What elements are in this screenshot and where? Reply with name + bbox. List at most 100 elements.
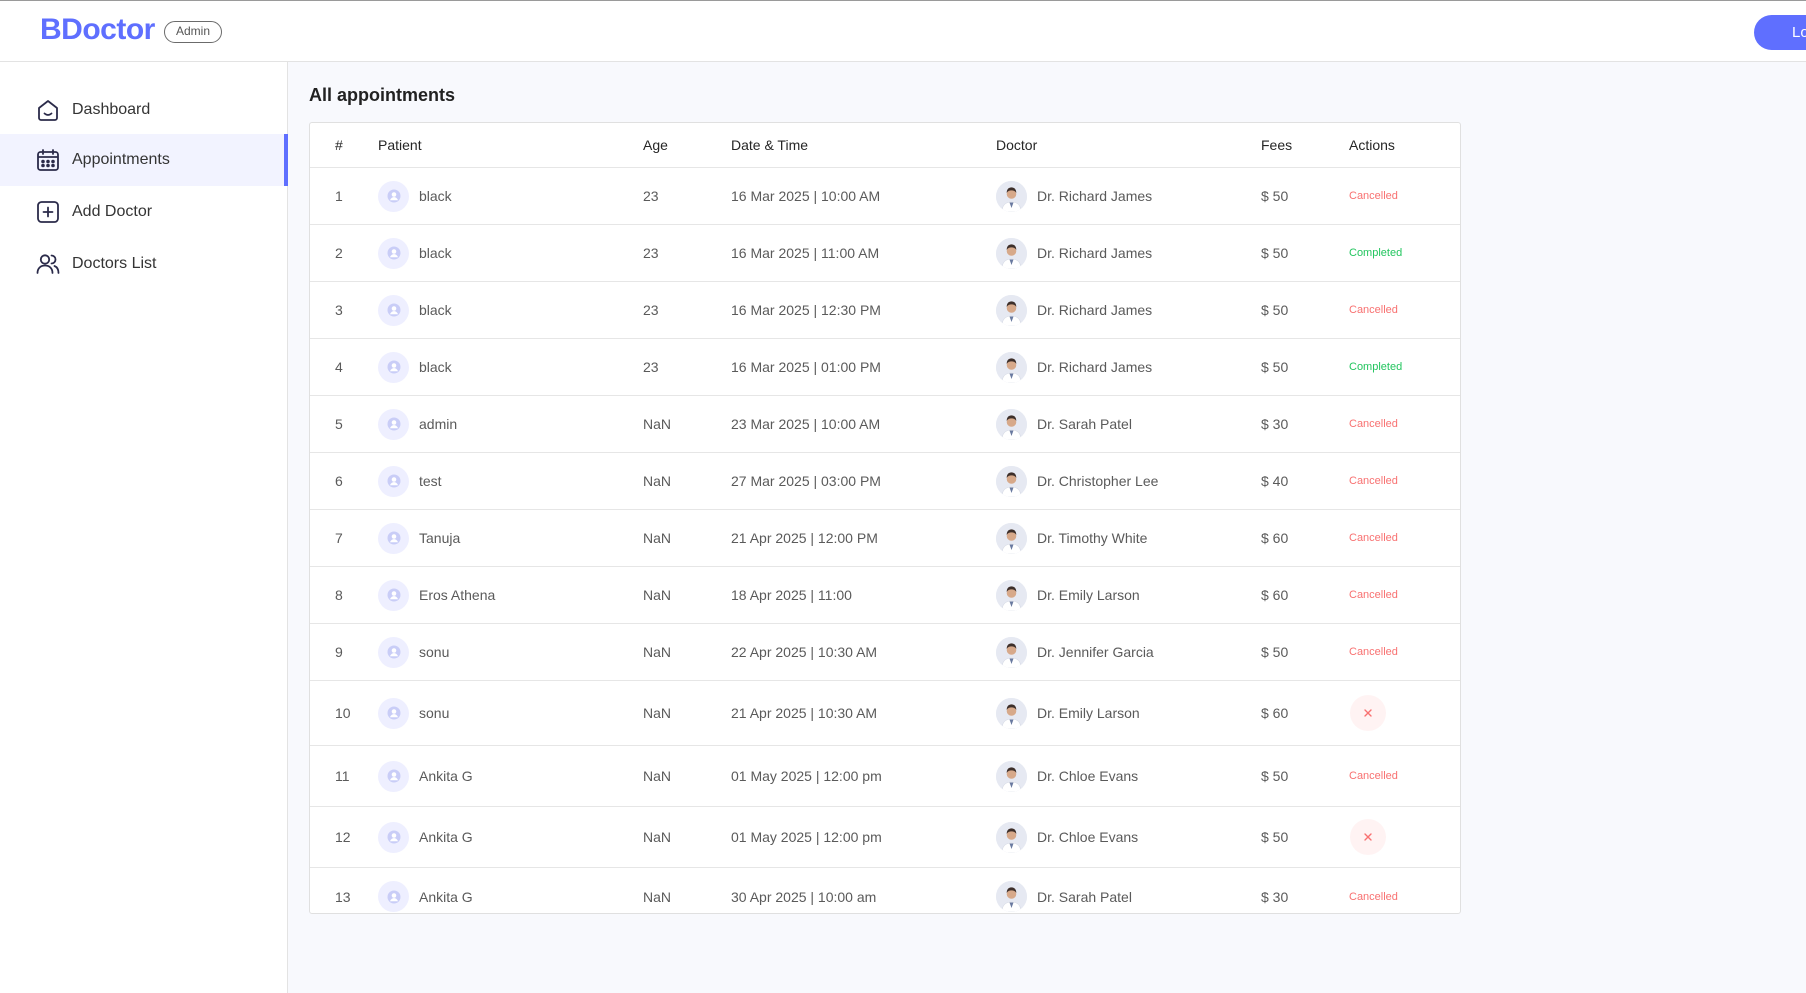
status-badge: Cancelled: [1349, 190, 1398, 202]
page-title: All appointments: [309, 85, 456, 105]
status-badge: Cancelled: [1349, 418, 1398, 430]
user-icon: [387, 769, 401, 783]
appointment-datetime: 16 Mar 2025 | 10:00 AM: [731, 188, 881, 204]
row-index: 5: [335, 416, 343, 432]
patient-cell: Ankita G: [378, 868, 473, 913]
appointment-fee: $ 50: [1261, 644, 1289, 660]
user-icon: [387, 360, 401, 374]
patient-name: test: [419, 473, 442, 489]
row-index: 12: [335, 829, 351, 845]
status-badge: Completed: [1349, 361, 1403, 373]
doctor-avatar: [996, 351, 1027, 383]
doctor-cell: Dr. Richard James: [996, 168, 1152, 224]
doctor-cell: Dr. Richard James: [996, 282, 1152, 338]
patient-avatar: [378, 579, 409, 611]
table-row: 4 black 23 16 Mar 2025 | 01:00 PM Dr. Richar…: [310, 339, 1460, 396]
appointment-fee: $ 60: [1261, 530, 1289, 546]
sidebar-item-dashboard[interactable]: Dashboard: [0, 84, 288, 136]
user-icon: [387, 645, 401, 659]
appointment-fee: $ 50: [1261, 245, 1289, 261]
home-icon: [35, 97, 61, 123]
patient-cell: black: [378, 282, 452, 338]
table-row: 10 sonu NaN 21 Apr 2025 | 10:30 AM Dr. Emily…: [310, 681, 1460, 746]
patient-name: black: [419, 302, 452, 318]
doctor-cell: Dr. Sarah Patel: [996, 868, 1132, 913]
row-index: 10: [335, 705, 351, 721]
patient-avatar: [378, 697, 409, 729]
people-icon: [35, 251, 61, 277]
doctor-name: Dr. Richard James: [1037, 188, 1153, 204]
sidebar: Dashboard Appointments: [0, 62, 288, 993]
table-row: 9 sonu NaN 22 Apr 2025 | 10:30 AM Dr. Jennif…: [310, 624, 1460, 681]
doctor-name: Dr. Chloe Evans: [1037, 829, 1139, 845]
doctor-cell: Dr. Richard James: [996, 225, 1152, 281]
appointment-fee: $ 50: [1261, 359, 1289, 375]
actions-cell: Completed: [1349, 339, 1402, 395]
patient-cell: admin: [378, 396, 457, 452]
patient-name: Tanuja: [419, 530, 461, 546]
actions-cell: Cancelled: [1349, 624, 1398, 680]
sidebar-item-appointments[interactable]: Appointments: [0, 134, 288, 186]
patient-cell: Eros Athena: [378, 567, 495, 623]
sidebar-item-label: Doctors List: [72, 255, 157, 272]
table-header-row: # Patient Age Date & Time Doctor Fees Ac…: [310, 123, 1460, 168]
doctor-cell: Dr. Sarah Patel: [996, 396, 1132, 452]
row-index: 11: [335, 768, 350, 784]
brand-logo[interactable]: BDoctor: [40, 13, 155, 46]
patient-name: admin: [419, 416, 458, 432]
appointment-datetime: 21 Apr 2025 | 10:30 AM: [731, 705, 878, 721]
status-badge: Cancelled: [1349, 475, 1398, 487]
row-index: 4: [335, 359, 343, 375]
sidebar-item-label: Dashboard: [72, 101, 151, 118]
user-icon: [387, 531, 401, 545]
status-badge: Cancelled: [1349, 532, 1398, 544]
patient-name: black: [419, 359, 452, 375]
calendar-icon: [35, 147, 61, 173]
patient-age: NaN: [643, 888, 672, 905]
patient-avatar: [378, 408, 409, 440]
column-header-actions: Actions: [1349, 137, 1395, 153]
patient-cell: black: [378, 168, 452, 224]
doctor-avatar: [996, 180, 1027, 212]
user-icon: [387, 890, 401, 904]
doctor-avatar: [996, 294, 1027, 326]
actions-cell: Cancelled: [1349, 567, 1398, 623]
actions-cell: Cancelled: [1349, 746, 1398, 806]
row-index: 8: [335, 587, 343, 603]
row-index: 6: [335, 473, 343, 489]
sidebar-item-doctors-list[interactable]: Doctors List: [0, 238, 288, 290]
appointment-fee: $ 30: [1261, 416, 1289, 432]
sidebar-item-add-doctor[interactable]: Add Doctor: [0, 186, 288, 238]
actions-cell: Cancelled: [1349, 168, 1398, 224]
patient-cell: Ankita G: [378, 807, 473, 867]
cancel-appointment-button[interactable]: [1350, 819, 1386, 855]
appointment-fee: $ 50: [1261, 302, 1289, 318]
table-row: 12 Ankita G NaN 01 May 2025 | 12:00 pm Dr. C…: [310, 807, 1460, 868]
patient-age: NaN: [643, 644, 672, 660]
status-badge: Cancelled: [1349, 890, 1398, 903]
patient-cell: test: [378, 453, 442, 509]
column-header-datetime: Date & Time: [731, 137, 809, 153]
patient-name: Ankita G: [419, 768, 473, 784]
actions-cell: Cancelled: [1349, 282, 1398, 338]
table-row: 7 Tanuja NaN 21 Apr 2025 | 12:00 PM Dr. Timo…: [310, 510, 1460, 567]
actions-cell: Cancelled: [1349, 868, 1398, 913]
doctor-name: Dr. Jennifer Garcia: [1037, 644, 1154, 660]
top-navbar: BDoctor Admin Lo: [0, 0, 1806, 62]
patient-avatar: [378, 180, 409, 212]
appointment-datetime: 01 May 2025 | 12:00 pm: [731, 829, 882, 845]
patient-avatar: [378, 465, 409, 497]
column-header-fees: Fees: [1261, 137, 1293, 153]
appointment-datetime: 21 Apr 2025 | 12:00 PM: [731, 530, 878, 546]
patient-age: NaN: [643, 587, 672, 603]
status-badge: Cancelled: [1349, 589, 1398, 601]
patient-name: Eros Athena: [419, 587, 496, 603]
patient-age: NaN: [643, 829, 672, 845]
logout-button[interactable]: Lo: [1754, 15, 1806, 50]
cancel-appointment-button[interactable]: [1350, 695, 1386, 731]
doctor-avatar: [996, 522, 1027, 554]
patient-age: 23: [643, 245, 659, 261]
doctor-name: Dr. Richard James: [1037, 302, 1153, 318]
patient-avatar: [378, 760, 409, 792]
table-row: 13 Ankita G NaN 30 Apr 2025 | 10:00 am Dr. S…: [310, 868, 1460, 913]
